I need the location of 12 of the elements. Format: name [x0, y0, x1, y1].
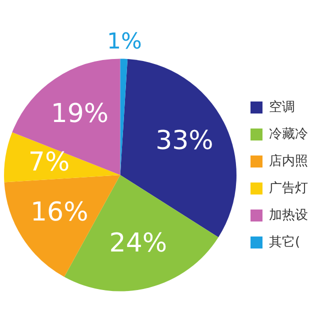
legend-label: 广告灯 [269, 180, 308, 196]
legend-label: 其它( [269, 234, 300, 250]
data-label: 1% [106, 30, 142, 55]
data-label: 24% [109, 228, 168, 259]
legend-label: 店内照 [269, 152, 308, 169]
legend-label: 加热设 [269, 208, 308, 223]
data-label: 16% [30, 197, 88, 228]
legend-label: 空调 [269, 100, 295, 115]
data-label: 33% [156, 126, 214, 156]
data-label: 7% [28, 147, 70, 178]
legend-label: 冷藏冷 [269, 126, 308, 142]
data-label: 19% [50, 99, 109, 130]
